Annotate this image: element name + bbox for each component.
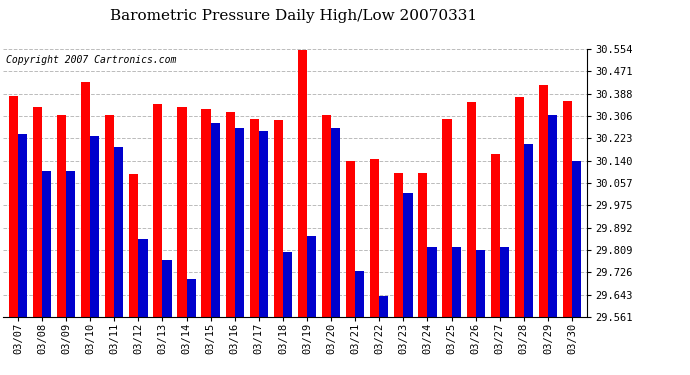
Bar xyxy=(475,250,485,317)
Bar xyxy=(259,131,268,317)
Bar xyxy=(548,115,557,317)
Bar xyxy=(298,50,307,317)
Bar xyxy=(428,247,437,317)
Bar xyxy=(370,159,380,317)
Bar xyxy=(355,271,364,317)
Bar xyxy=(226,112,235,317)
Bar xyxy=(515,97,524,317)
Bar xyxy=(162,261,172,317)
Bar xyxy=(250,118,259,317)
Bar xyxy=(418,172,428,317)
Bar xyxy=(210,123,220,317)
Bar xyxy=(129,174,139,317)
Bar xyxy=(451,247,461,317)
Bar xyxy=(139,239,148,317)
Bar xyxy=(322,115,331,317)
Bar xyxy=(283,252,292,317)
Bar xyxy=(394,172,404,317)
Text: Copyright 2007 Cartronics.com: Copyright 2007 Cartronics.com xyxy=(6,56,177,66)
Bar xyxy=(491,154,500,317)
Bar xyxy=(380,296,388,317)
Bar xyxy=(274,120,283,317)
Bar xyxy=(18,134,27,317)
Bar xyxy=(186,279,196,317)
Bar xyxy=(42,171,51,317)
Bar xyxy=(33,106,42,317)
Bar xyxy=(466,102,475,317)
Bar xyxy=(442,118,451,317)
Text: Barometric Pressure Daily High/Low 20070331: Barometric Pressure Daily High/Low 20070… xyxy=(110,9,477,23)
Bar xyxy=(539,85,548,317)
Bar xyxy=(57,115,66,317)
Bar xyxy=(404,193,413,317)
Bar xyxy=(177,106,186,317)
Bar xyxy=(115,147,124,317)
Bar xyxy=(572,160,581,317)
Bar xyxy=(9,96,18,317)
Bar xyxy=(153,104,162,317)
Bar xyxy=(563,101,572,317)
Bar xyxy=(307,236,316,317)
Bar xyxy=(331,128,340,317)
Bar xyxy=(346,160,355,317)
Bar xyxy=(66,171,75,317)
Bar xyxy=(90,136,99,317)
Bar xyxy=(105,115,115,317)
Bar xyxy=(524,144,533,317)
Bar xyxy=(235,128,244,317)
Bar xyxy=(201,109,210,317)
Bar xyxy=(81,82,90,317)
Bar xyxy=(500,247,509,317)
